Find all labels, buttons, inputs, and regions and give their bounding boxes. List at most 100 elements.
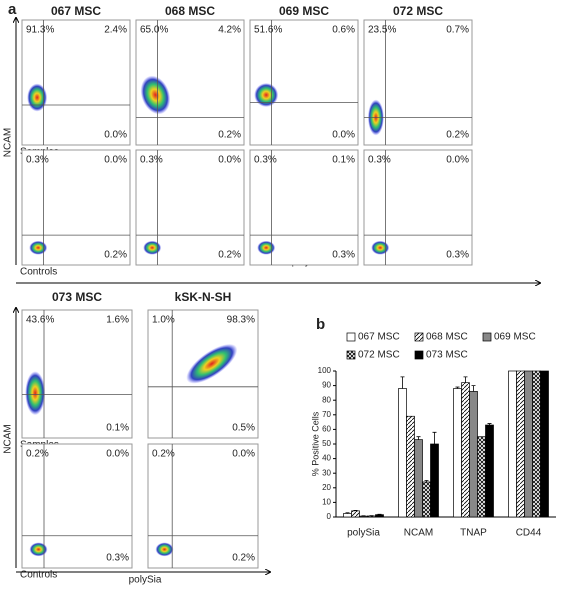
quadrant-value: 0.5% [232,423,255,434]
y-tick-label: 0 [327,512,332,521]
bar [352,511,360,517]
quadrant-value: 0.7% [446,25,469,36]
quadrant-value: 1.6% [106,315,129,326]
cell-density [156,542,174,556]
quadrant-value: 1.0% [152,315,175,326]
bar [517,371,525,517]
quadrant-value: 0.0% [218,155,241,166]
cell-density [254,83,278,107]
legend-swatch [347,351,355,359]
bar [541,371,549,517]
x-tick-label: TNAP [460,528,487,539]
quadrant-value: 0.3% [254,155,277,166]
plot-title: 072 MSC [393,4,443,18]
cell-density [143,241,161,255]
bar [376,515,384,517]
quadrant-value: 0.2% [218,250,241,261]
bar [462,383,470,517]
y-tick-label: 50 [322,439,331,448]
bar [368,516,376,517]
legend-label: 068 MSC [426,332,468,343]
bar [415,440,423,517]
legend-swatch [415,351,423,359]
quadrant-value: 43.6% [26,315,54,326]
quadrant-value: 0.2% [218,130,241,141]
plot-title: 067 MSC [51,4,101,18]
y-tick-label: 20 [322,483,331,492]
error-bar [433,432,437,444]
bar [344,513,352,517]
quadrant-value: 51.6% [254,25,282,36]
quadrant-value: 0.0% [446,155,469,166]
cell-density [257,241,275,255]
quadrant-value: 98.3% [227,315,255,326]
bar [423,482,431,517]
quadrant-value: 0.2% [446,130,469,141]
y-tick-label: 30 [322,468,331,477]
x-tick-label: polySia [347,528,380,539]
y-axis-label: NCAM [3,424,14,453]
bar [470,391,478,517]
error-bar [401,377,405,389]
bar [360,516,368,517]
quadrant-value: 0.1% [106,423,129,434]
quadrant-value: 0.2% [232,553,255,564]
cell-density [25,371,45,415]
legend-label: 072 MSC [358,350,400,361]
plot-title: 068 MSC [165,4,215,18]
y-axis-label: NCAM [3,128,14,157]
bar [431,444,439,517]
quadrant-value: 0.0% [104,130,127,141]
legend-swatch [483,333,491,341]
y-tick-label: 10 [322,498,331,507]
quadrant-value: 0.1% [332,155,355,166]
quadrant-value: 0.0% [332,130,355,141]
quadrant-value: 0.3% [106,553,129,564]
quadrant-value: 0.3% [332,250,355,261]
error-bar [464,377,468,383]
quadrant-value: 2.4% [104,25,127,36]
quadrant-value: 0.0% [106,449,129,460]
panel-label: a [8,1,17,18]
y-tick-label: 60 [322,425,331,434]
plot-title: 069 MSC [279,4,329,18]
bar [478,437,486,517]
legend-label: 069 MSC [494,332,536,343]
y-tick-label: 70 [322,410,331,419]
cell-density [30,542,48,556]
y-tick-label: 80 [322,395,331,404]
y-tick-label: 40 [322,454,331,463]
bar [509,371,517,517]
plot-frame [22,20,130,145]
bar [454,389,462,517]
bar [407,416,415,517]
quadrant-value: 0.6% [332,25,355,36]
quadrant-value: 0.0% [104,155,127,166]
quadrant-value: 0.3% [368,155,391,166]
x-tick-label: CD44 [516,528,542,539]
quadrant-value: 0.3% [26,155,49,166]
quadrant-value: 23.5% [368,25,396,36]
quadrant-value: 4.2% [218,25,241,36]
bar [486,425,494,517]
row-label: Controls [20,267,57,278]
legend-swatch [415,333,423,341]
quadrant-value: 91.3% [26,25,54,36]
quadrant-value: 0.3% [446,250,469,261]
quadrant-value: 0.2% [152,449,175,460]
legend-swatch [347,333,355,341]
x-tick-label: NCAM [404,528,433,539]
cell-density [27,84,47,112]
quadrant-value: 0.3% [140,155,163,166]
bar [533,371,541,517]
cell-density [371,241,389,255]
legend-label: 067 MSC [358,332,400,343]
row-label: Controls [20,570,57,581]
plot-title: 073 MSC [52,290,102,304]
y-tick-label: 100 [318,366,332,375]
y-tick-label: 90 [322,381,331,390]
cell-density [29,241,47,255]
quadrant-value: 65.0% [140,25,168,36]
error-bar [472,386,476,392]
